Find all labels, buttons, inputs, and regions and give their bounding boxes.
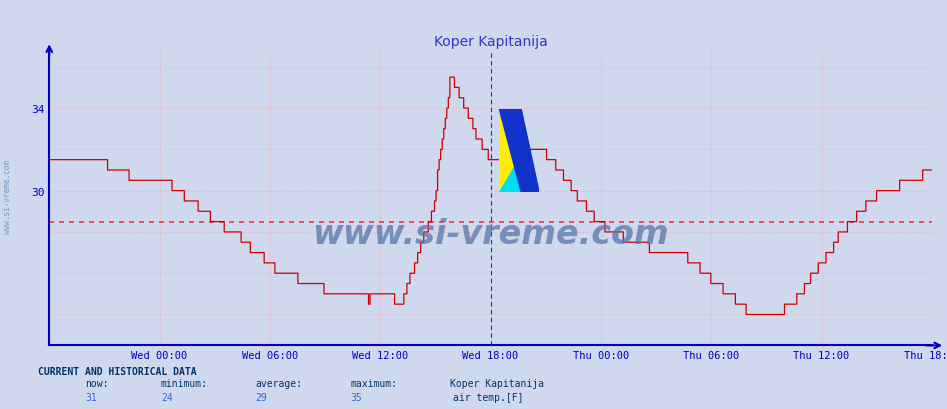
Text: 35: 35	[350, 392, 362, 402]
Text: www.si-vreme.com: www.si-vreme.com	[313, 217, 669, 250]
Text: www.si-vreme.com: www.si-vreme.com	[3, 160, 12, 233]
Text: now:: now:	[85, 378, 109, 389]
Text: minimum:: minimum:	[161, 378, 208, 389]
Text: air temp.[F]: air temp.[F]	[453, 392, 523, 402]
Text: 24: 24	[161, 392, 172, 402]
Text: 31: 31	[85, 392, 97, 402]
Text: Koper Kapitanija: Koper Kapitanija	[450, 378, 544, 389]
Text: average:: average:	[256, 378, 303, 389]
Polygon shape	[499, 110, 521, 193]
Text: maximum:: maximum:	[350, 378, 398, 389]
Text: CURRENT AND HISTORICAL DATA: CURRENT AND HISTORICAL DATA	[38, 366, 197, 376]
Polygon shape	[499, 110, 539, 193]
Title: Koper Kapitanija: Koper Kapitanija	[434, 35, 547, 49]
Text: 29: 29	[256, 392, 267, 402]
Polygon shape	[499, 155, 521, 193]
